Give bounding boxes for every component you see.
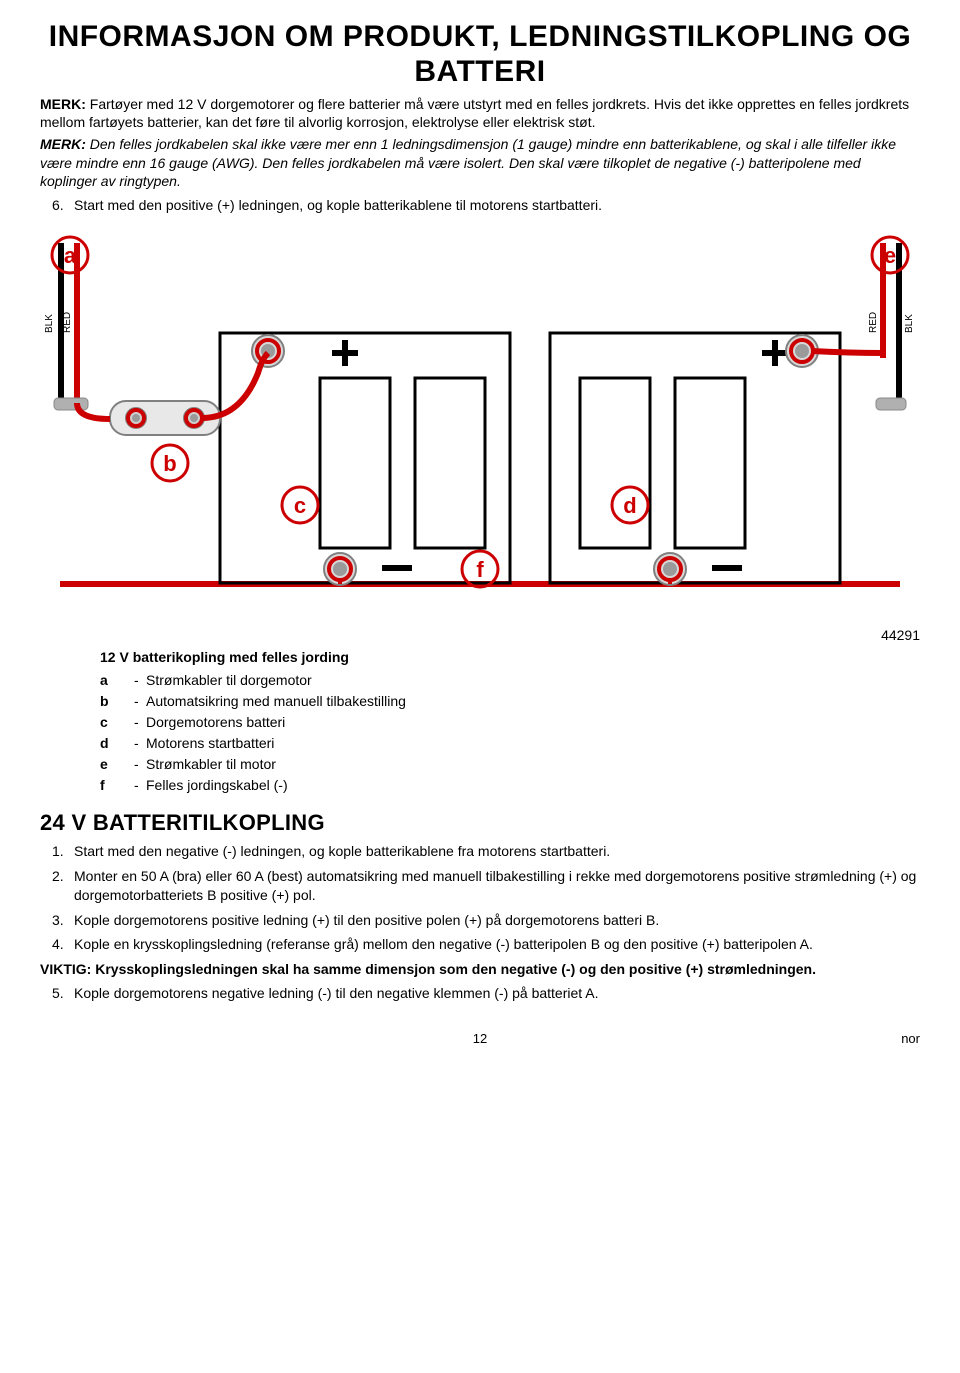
note-1: MERK: Fartøyer med 12 V dorgemotorer og …: [40, 95, 920, 131]
page-number: 12: [473, 1031, 487, 1046]
diagram-letter-e: e: [872, 237, 908, 273]
note-1-body: Fartøyer med 12 V dorgemotorer og flere …: [40, 96, 909, 130]
legend-row-f: f-Felles jordingskabel (-): [100, 775, 920, 796]
step-6: 6. Start med den positive (+) ledningen,…: [40, 196, 920, 215]
section-heading-24v: 24 V BATTERITILKOPLING: [40, 810, 920, 836]
legend-text: Motorens startbatteri: [146, 733, 274, 754]
step-num: 1.: [52, 842, 64, 861]
legend-key: d: [100, 733, 134, 754]
legend-dash: -: [134, 733, 146, 754]
wiring-diagram: BLK RED RED BLK a e b c d f 44291: [40, 223, 920, 643]
legend-dash: -: [134, 754, 146, 775]
step-5: 5. Kople dorgemotorens negative ledning (…: [40, 984, 920, 1003]
legend-key: b: [100, 691, 134, 712]
svg-text:b: b: [163, 451, 176, 476]
legend-text: Strømkabler til dorgemotor: [146, 670, 312, 691]
label-blk-right: BLK: [904, 314, 915, 333]
step-1: 1. Start med den negative (-) ledningen, …: [40, 842, 920, 861]
diagram-letter-c: c: [282, 487, 318, 523]
step-num: 3.: [52, 911, 64, 930]
step-text: Monter en 50 A (bra) eller 60 A (best) a…: [74, 868, 916, 903]
legend-row-c: c-Dorgemotorens batteri: [100, 712, 920, 733]
step-num: 5.: [52, 984, 64, 1003]
step-text: Start med den negative (-) ledningen, og…: [74, 843, 610, 859]
svg-text:f: f: [476, 557, 484, 582]
legend-key: a: [100, 670, 134, 691]
wiring-diagram-svg: BLK RED RED BLK a e b c d f: [40, 223, 920, 623]
legend-row-a: a-Strømkabler til dorgemotor: [100, 670, 920, 691]
label-red-right: RED: [868, 312, 879, 333]
step-6-text: Start med den positive (+) ledningen, og…: [74, 197, 602, 213]
step-text: Kople dorgemotorens positive ledning (+)…: [74, 912, 659, 928]
legend-dash: -: [134, 670, 146, 691]
legend-key: c: [100, 712, 134, 733]
step-list-24v: 1. Start med den negative (-) ledningen, …: [40, 842, 920, 954]
legend-key: f: [100, 775, 134, 796]
svg-text:d: d: [623, 493, 636, 518]
legend-text: Strømkabler til motor: [146, 754, 276, 775]
svg-text:a: a: [64, 243, 77, 268]
step-6-num: 6.: [52, 196, 64, 215]
step-num: 2.: [52, 867, 64, 886]
step-4: 4. Kople en krysskoplingsledning (referan…: [40, 935, 920, 954]
note-2: MERK: Den felles jordkabelen skal ikke v…: [40, 135, 920, 190]
step-2: 2. Monter en 50 A (bra) eller 60 A (best)…: [40, 867, 920, 905]
legend-row-d: d-Motorens startbatteri: [100, 733, 920, 754]
diagram-letter-f: f: [462, 551, 498, 587]
label-blk-left: BLK: [44, 314, 55, 333]
step-3: 3. Kople dorgemotorens positive ledning (…: [40, 911, 920, 930]
important-note: VIKTIG: Krysskoplingsledningen skal ha s…: [40, 960, 920, 978]
figure-id: 44291: [881, 627, 920, 643]
legend-title: 12 V batterikopling med felles jording: [100, 647, 920, 668]
diagram-letter-b: b: [152, 445, 188, 481]
note-1-lead: MERK:: [40, 96, 86, 112]
step-num: 4.: [52, 935, 64, 954]
diagram-letter-d: d: [612, 487, 648, 523]
note-2-body: Den felles jordkabelen skal ikke være me…: [40, 136, 896, 188]
important-lead: VIKTIG:: [40, 961, 91, 977]
page-footer: 12 nor: [40, 1031, 920, 1049]
note-2-lead: MERK:: [40, 136, 86, 152]
legend-text: Automatsikring med manuell tilbakestilli…: [146, 691, 406, 712]
legend-dash: -: [134, 691, 146, 712]
svg-text:e: e: [884, 243, 896, 268]
step-text: Kople dorgemotorens negative ledning (-)…: [74, 985, 599, 1001]
legend-key: e: [100, 754, 134, 775]
step-list-12v: 6. Start med den positive (+) ledningen,…: [40, 196, 920, 215]
important-body: Krysskoplingsledningen skal ha samme dim…: [91, 961, 816, 977]
svg-text:c: c: [294, 493, 306, 518]
legend-dash: -: [134, 775, 146, 796]
legend-dash: -: [134, 712, 146, 733]
legend-text: Felles jordingskabel (-): [146, 775, 288, 796]
diagram-legend: 12 V batterikopling med felles jording a…: [100, 647, 920, 796]
step-list-24v-cont: 5. Kople dorgemotorens negative ledning (…: [40, 984, 920, 1003]
legend-row-b: b-Automatsikring med manuell tilbakestil…: [100, 691, 920, 712]
diagram-letter-a: a: [52, 237, 88, 273]
step-text: Kople en krysskoplingsledning (referanse…: [74, 936, 813, 952]
legend-row-e: e-Strømkabler til motor: [100, 754, 920, 775]
label-red-left: RED: [62, 312, 73, 333]
language-code: nor: [901, 1031, 920, 1046]
legend-text: Dorgemotorens batteri: [146, 712, 285, 733]
page-title: INFORMASJON OM PRODUKT, LEDNINGSTILKOPLI…: [40, 20, 920, 89]
